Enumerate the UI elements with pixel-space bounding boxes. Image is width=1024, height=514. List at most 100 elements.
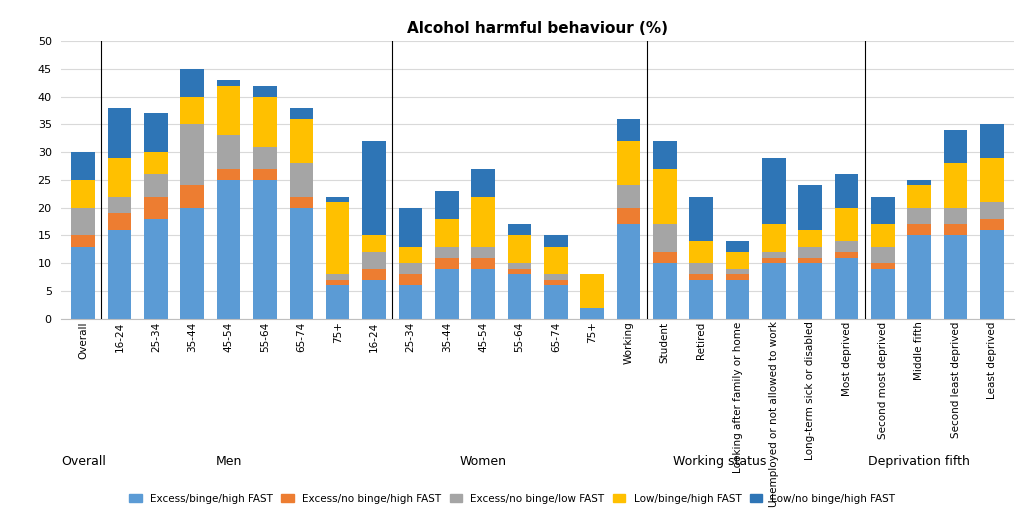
Bar [762, 158, 785, 224]
Bar [362, 252, 386, 269]
Bar [907, 208, 931, 224]
Bar [180, 69, 204, 97]
Bar [653, 169, 677, 224]
Bar [980, 158, 1004, 202]
Bar [180, 208, 204, 319]
Bar [762, 252, 785, 258]
Bar [581, 307, 604, 319]
Bar [144, 113, 168, 152]
Bar [871, 224, 895, 247]
Bar [108, 108, 131, 158]
Bar [508, 269, 531, 274]
Bar [471, 169, 495, 196]
Bar [435, 258, 459, 269]
Bar [689, 280, 713, 319]
Bar [581, 274, 604, 307]
Bar [799, 258, 822, 263]
Bar [72, 247, 95, 319]
Bar [980, 202, 1004, 219]
Bar [544, 235, 567, 247]
Bar [326, 274, 349, 280]
Bar [180, 186, 204, 208]
Bar [180, 97, 204, 124]
Bar [290, 208, 313, 319]
Bar [944, 130, 968, 163]
Bar [398, 274, 422, 285]
Bar [835, 174, 858, 208]
Bar [653, 252, 677, 263]
Bar [471, 258, 495, 269]
Bar [180, 124, 204, 186]
Bar [689, 196, 713, 241]
Bar [326, 285, 349, 319]
Bar [799, 230, 822, 247]
Bar [398, 263, 422, 274]
Bar [144, 152, 168, 174]
Bar [398, 247, 422, 263]
Bar [616, 141, 640, 186]
Bar [508, 235, 531, 263]
Bar [508, 274, 531, 319]
Bar [326, 280, 349, 285]
Bar [689, 241, 713, 263]
Bar [944, 235, 968, 319]
Bar [362, 235, 386, 252]
Text: Deprivation fifth: Deprivation fifth [868, 455, 970, 468]
Title: Alcohol harmful behaviour (%): Alcohol harmful behaviour (%) [408, 21, 668, 36]
Bar [72, 208, 95, 235]
Bar [435, 269, 459, 319]
Bar [544, 280, 567, 285]
Bar [980, 124, 1004, 158]
Bar [726, 241, 750, 252]
Bar [653, 141, 677, 169]
Bar [544, 274, 567, 280]
Bar [835, 241, 858, 252]
Bar [508, 263, 531, 269]
Bar [72, 235, 95, 247]
Bar [398, 208, 422, 247]
Bar [907, 180, 931, 186]
Bar [871, 269, 895, 319]
Bar [217, 80, 241, 85]
Bar [144, 196, 168, 219]
Bar [144, 174, 168, 196]
Bar [726, 280, 750, 319]
Bar [72, 180, 95, 208]
Bar [835, 252, 858, 258]
Bar [435, 191, 459, 219]
Bar [871, 196, 895, 224]
Bar [726, 269, 750, 274]
Bar [835, 258, 858, 319]
Bar [290, 108, 313, 119]
Bar [144, 219, 168, 319]
Bar [362, 141, 386, 235]
Bar [471, 269, 495, 319]
Text: Overall: Overall [60, 455, 105, 468]
Bar [253, 180, 276, 319]
Bar [217, 85, 241, 136]
Bar [471, 247, 495, 258]
Bar [689, 263, 713, 274]
Bar [290, 119, 313, 163]
Bar [616, 208, 640, 224]
Bar [508, 224, 531, 235]
Bar [944, 224, 968, 235]
Bar [253, 97, 276, 146]
Bar [907, 186, 931, 208]
Text: Men: Men [215, 455, 242, 468]
Bar [326, 202, 349, 274]
Bar [616, 224, 640, 319]
Bar [108, 213, 131, 230]
Bar [762, 258, 785, 263]
Bar [689, 274, 713, 280]
Bar [290, 163, 313, 196]
Bar [435, 247, 459, 258]
Legend: Excess/binge/high FAST, Excess/no binge/high FAST, Excess/no binge/low FAST, Low: Excess/binge/high FAST, Excess/no binge/… [129, 493, 895, 504]
Bar [944, 208, 968, 224]
Bar [290, 196, 313, 208]
Bar [726, 252, 750, 269]
Bar [616, 186, 640, 208]
Text: Working status: Working status [673, 455, 766, 468]
Bar [217, 169, 241, 180]
Bar [544, 247, 567, 274]
